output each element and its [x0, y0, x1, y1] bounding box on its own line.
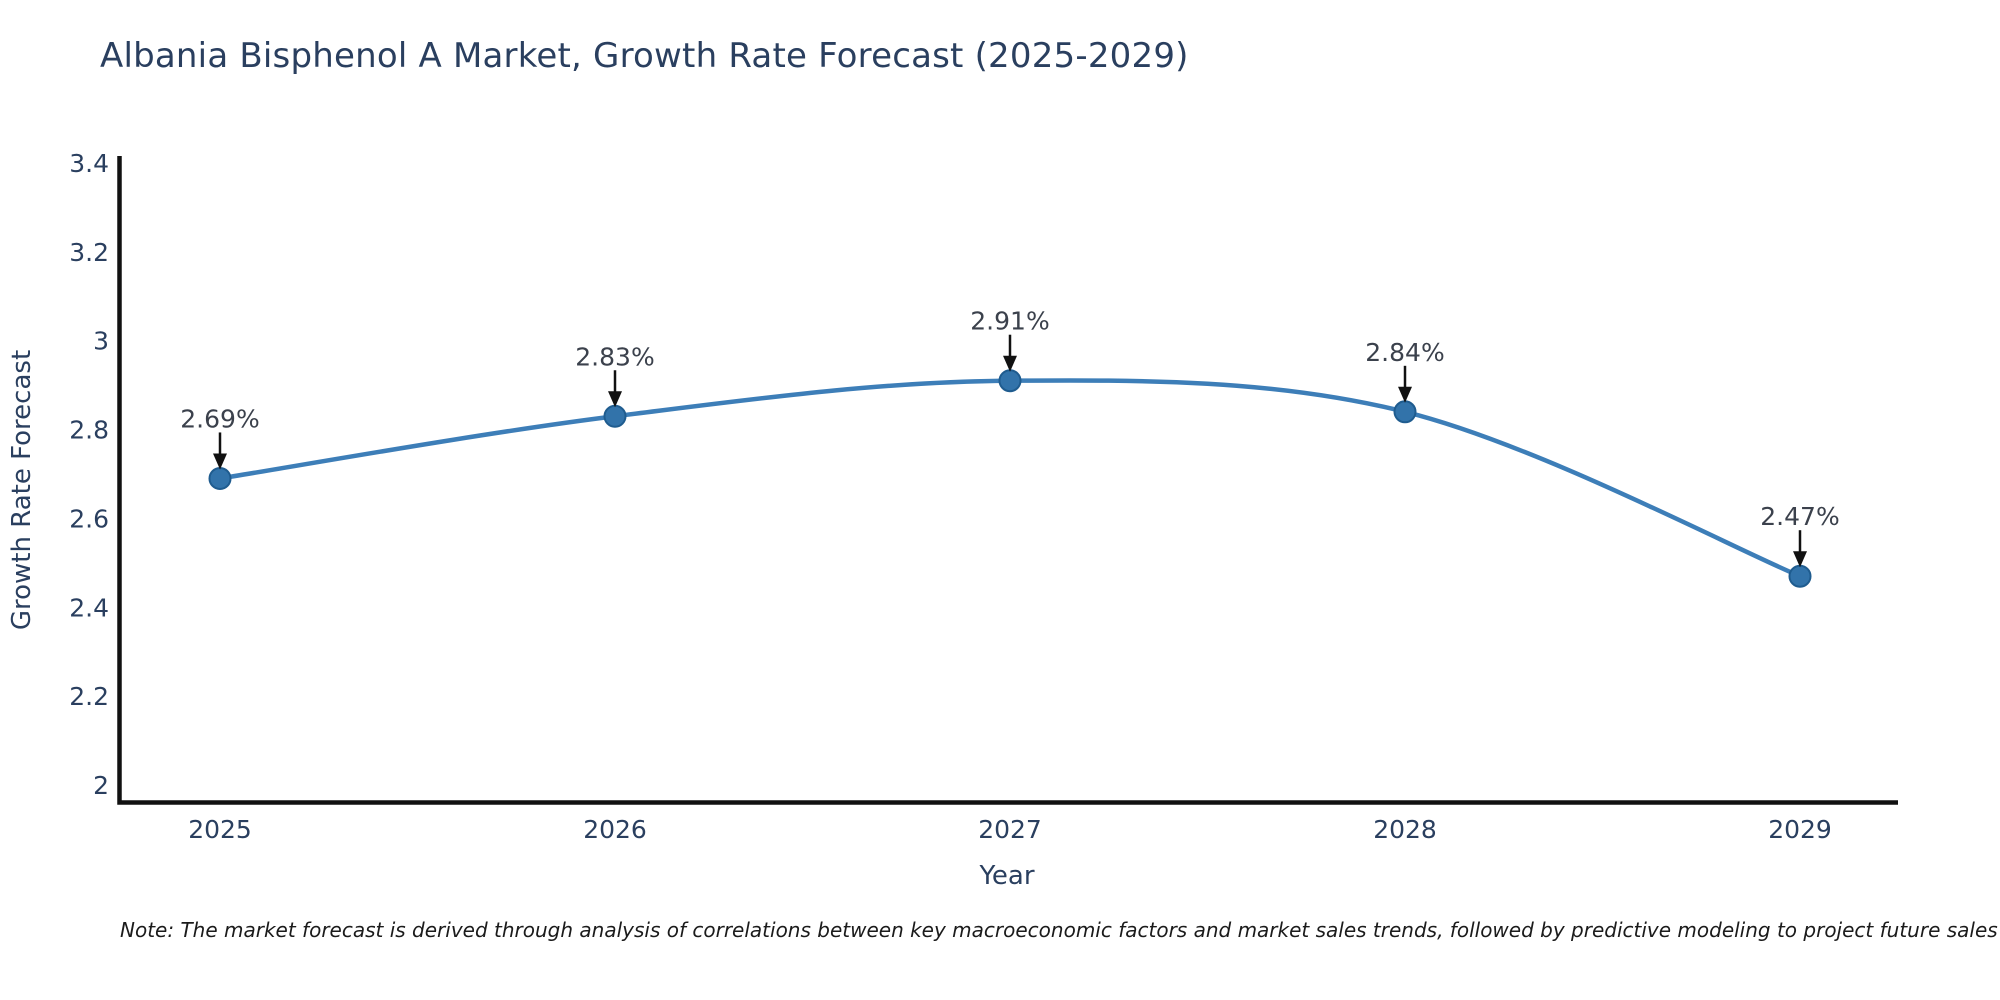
- x-tick-label: 2025: [188, 815, 252, 844]
- y-tick-label: 2.4: [69, 593, 109, 622]
- annotation-label: 2.69%: [180, 404, 259, 433]
- axis-lines: [117, 156, 1898, 805]
- trend-line: [219, 378, 1801, 579]
- y-tick-label: 3.2: [69, 238, 109, 267]
- data-point-marker: [1788, 564, 1812, 588]
- x-tick-label: 2026: [583, 815, 647, 844]
- annotation-label: 2.91%: [970, 307, 1049, 336]
- x-tick-label: 2027: [978, 815, 1042, 844]
- annotation-arrowhead: [213, 453, 227, 470]
- y-tick-label: 3: [93, 327, 109, 356]
- data-point-marker: [998, 369, 1022, 393]
- y-axis-title: Growth Rate Forecast: [7, 350, 37, 630]
- x-tick-label: 2028: [1373, 815, 1437, 844]
- annotation-arrowhead: [1003, 355, 1017, 372]
- y-tick-label: 3.4: [69, 149, 109, 178]
- data-point-marker: [208, 466, 232, 490]
- y-tick-label: 2.6: [69, 504, 109, 533]
- chart-title: Albania Bisphenol A Market, Growth Rate …: [100, 36, 1189, 76]
- annotation-label: 2.84%: [1365, 338, 1444, 367]
- annotation-label: 2.47%: [1760, 502, 1839, 531]
- annotation-arrowhead: [1398, 386, 1412, 403]
- annotation-label: 2.83%: [575, 342, 654, 371]
- y-tick-label: 2.2: [69, 682, 109, 711]
- annotation-arrowhead: [1793, 551, 1807, 568]
- annotation-arrowhead: [608, 391, 622, 408]
- data-point-marker: [1393, 400, 1417, 424]
- y-tick-label: 2: [93, 771, 109, 800]
- note-text: Note: The market forecast is derived thr…: [120, 918, 1998, 942]
- data-point-marker: [603, 404, 627, 428]
- y-tick-label: 2.8: [69, 416, 109, 445]
- x-tick-label: 2029: [1768, 815, 1832, 844]
- x-axis-title: Year: [978, 861, 1034, 891]
